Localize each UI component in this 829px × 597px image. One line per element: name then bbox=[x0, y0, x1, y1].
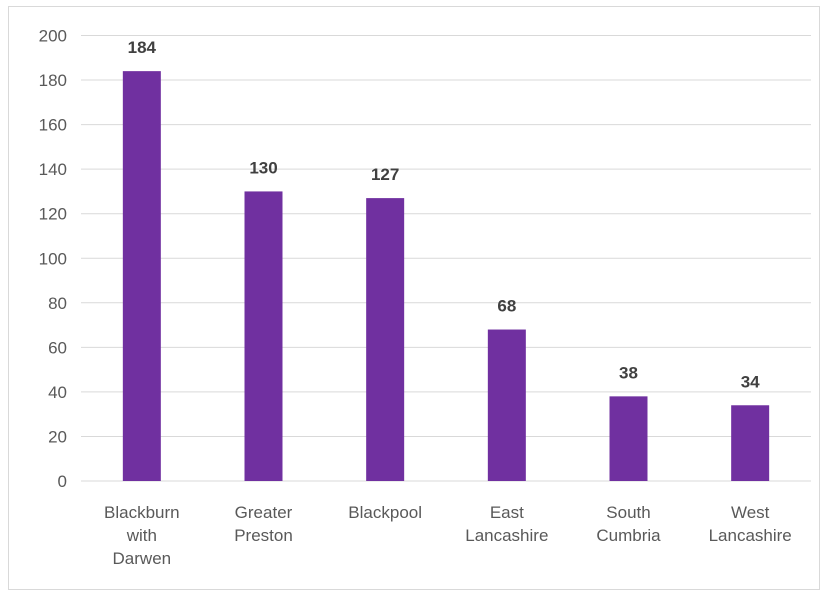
y-tick-label: 80 bbox=[48, 294, 67, 313]
gridlines bbox=[81, 35, 811, 482]
y-tick-label: 160 bbox=[39, 116, 67, 135]
data-label: 184 bbox=[128, 38, 157, 57]
x-axis-category-labels: Blackburn with Darwen Greater Preston Blackpo… bbox=[104, 503, 792, 568]
x-category-label: West Lancashire bbox=[709, 503, 792, 545]
y-tick-label: 180 bbox=[39, 71, 67, 90]
data-label: 130 bbox=[249, 158, 277, 177]
bar bbox=[609, 396, 648, 481]
x-category-label-line: Lancashire bbox=[465, 526, 548, 545]
x-category-label-line: Cumbria bbox=[596, 526, 661, 545]
x-category-label-line: South bbox=[606, 503, 650, 522]
chart-area: 0 20 40 60 80 100 120 140 160 180 200 184 130 127 68 3… bbox=[8, 6, 820, 590]
y-tick-label: 140 bbox=[39, 160, 67, 179]
x-category-label-line: Greater bbox=[235, 503, 293, 522]
x-category-label-line: Preston bbox=[234, 526, 293, 545]
x-category-label: South Cumbria bbox=[596, 503, 661, 545]
x-category-label: Blackpool bbox=[348, 503, 422, 522]
x-category-label: Blackburn with Darwen bbox=[104, 503, 180, 568]
data-label: 38 bbox=[619, 363, 638, 382]
bar bbox=[487, 329, 526, 481]
x-category-label-line: East bbox=[490, 503, 524, 522]
y-tick-label: 200 bbox=[39, 27, 67, 46]
y-tick-label: 120 bbox=[39, 205, 67, 224]
x-category-label-line: West bbox=[731, 503, 770, 522]
x-category-label: Greater Preston bbox=[234, 503, 293, 545]
bar bbox=[731, 405, 770, 481]
bar-chart: 0 20 40 60 80 100 120 140 160 180 200 184 130 127 68 3… bbox=[39, 27, 811, 568]
x-category-label-line: Blackburn bbox=[104, 503, 180, 522]
y-tick-label: 60 bbox=[48, 338, 67, 357]
y-tick-label: 0 bbox=[58, 472, 67, 491]
y-axis-tick-labels: 0 20 40 60 80 100 120 140 160 180 200 bbox=[39, 27, 67, 492]
x-category-label-line: with bbox=[126, 526, 157, 545]
x-category-label-line: Darwen bbox=[113, 549, 172, 568]
bars bbox=[122, 71, 770, 482]
y-tick-label: 100 bbox=[39, 249, 67, 268]
bar bbox=[244, 191, 283, 482]
data-label: 68 bbox=[497, 297, 516, 316]
y-tick-label: 40 bbox=[48, 383, 67, 402]
y-tick-label: 20 bbox=[48, 427, 67, 446]
bar bbox=[122, 71, 161, 481]
x-category-label-line: Blackpool bbox=[348, 503, 422, 522]
bar bbox=[366, 198, 405, 482]
x-category-label: East Lancashire bbox=[465, 503, 548, 545]
data-label: 127 bbox=[371, 165, 399, 184]
data-labels: 184 130 127 68 38 34 bbox=[128, 38, 761, 391]
x-category-label-line: Lancashire bbox=[709, 526, 792, 545]
data-label: 34 bbox=[741, 372, 760, 391]
